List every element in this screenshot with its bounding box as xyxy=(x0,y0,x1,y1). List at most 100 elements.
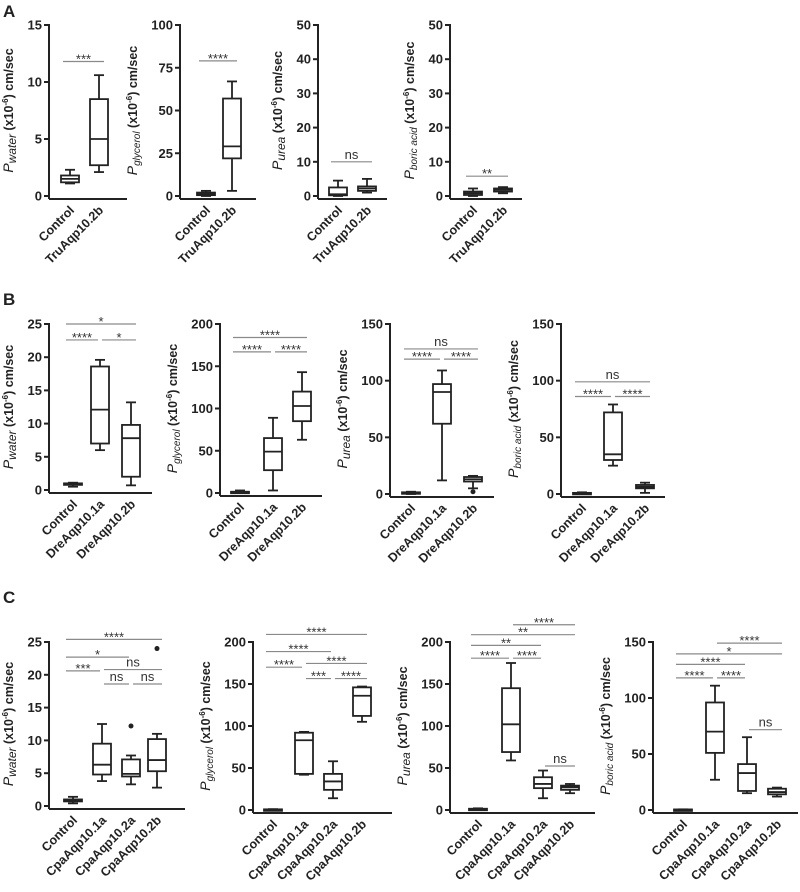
box-TruAqp10.2b xyxy=(493,186,513,195)
y-label-rest: (x10 xyxy=(403,99,417,128)
box-iqr xyxy=(705,701,725,754)
box-CpaAqp10.2b xyxy=(560,783,580,795)
y-tick-label: 10 xyxy=(297,154,311,169)
y-tick-label: 0 xyxy=(547,487,554,502)
box-CpaAqp10.1a xyxy=(501,662,521,762)
y-label-tail: ) cm/sec xyxy=(2,345,16,395)
y-axis-label: Pglycerol (x10-6) cm/sec xyxy=(164,344,183,474)
y-label-rest: (x10 xyxy=(336,407,350,436)
significance-label: ns xyxy=(345,147,359,162)
box-iqr xyxy=(501,687,521,753)
outlier-point xyxy=(470,489,476,495)
y-axis-label: Purea (x10-6) cm/sec xyxy=(269,51,288,170)
significance-bracket: *** xyxy=(306,669,331,684)
significance-label: ** xyxy=(518,625,528,640)
y-label-tail: ) cm/sec xyxy=(2,48,16,98)
y-label-sup: -6 xyxy=(1,98,10,106)
significance-label: * xyxy=(95,647,100,662)
y-tick-label: 150 xyxy=(421,677,443,692)
box-CpaAqp10.2b xyxy=(767,786,787,798)
box-CpaAqp10.2b xyxy=(147,646,167,789)
y-label-tail: ) cm/sec xyxy=(507,340,521,390)
y-tick-label: 20 xyxy=(297,120,311,135)
significance-bracket: ns xyxy=(575,367,650,383)
y-label-tail: ) cm/sec xyxy=(2,662,16,712)
significance-bracket: ** xyxy=(471,635,541,650)
significance-bracket: **** xyxy=(471,648,509,663)
y-tick-label: 10 xyxy=(28,416,42,431)
y-tick-label: 200 xyxy=(224,635,246,650)
box-Control xyxy=(196,189,216,197)
box-iqr xyxy=(737,763,757,792)
y-tick-label: 15 xyxy=(28,700,42,715)
significance-label: **** xyxy=(700,654,720,669)
y-tick-label: 30 xyxy=(429,86,443,101)
box-CpaAqp10.2b xyxy=(352,685,372,723)
panel-label-c: C xyxy=(3,588,15,607)
box-iqr xyxy=(432,383,452,425)
significance-bracket: *** xyxy=(63,51,104,66)
y-axis-label: Pboric acid (x10-6) cm/sec xyxy=(401,42,420,180)
outlier-point xyxy=(128,723,134,729)
significance-bracket: **** xyxy=(717,633,782,648)
box-Control xyxy=(673,808,693,812)
y-label-sub: urea xyxy=(274,136,288,160)
y-label-main: P xyxy=(0,163,16,173)
significance-bracket: **** xyxy=(404,349,440,364)
box-CpaAqp10.2a xyxy=(121,723,141,786)
y-tick-label: 50 xyxy=(429,761,443,776)
box-Control xyxy=(572,491,592,496)
significance-label: **** xyxy=(480,648,500,663)
significance-bracket: **** xyxy=(66,330,98,345)
significance-bracket: **** xyxy=(266,657,302,672)
box-TruAqp10.2b xyxy=(89,74,109,173)
box-CpaAqp10.2a xyxy=(533,769,553,800)
y-tick-label: 15 xyxy=(28,383,42,398)
y-label-rest: (x10 xyxy=(126,103,140,132)
significance-label: ns xyxy=(141,669,155,684)
significance-bracket: ns xyxy=(133,669,162,685)
significance-label: *** xyxy=(76,51,91,66)
y-tick-label: 20 xyxy=(28,667,42,682)
y-tick-label: 0 xyxy=(239,803,246,818)
significance-bracket: ns xyxy=(104,655,162,671)
y-label-sub: water xyxy=(5,429,19,459)
significance-bracket: **** xyxy=(66,629,162,644)
y-label-tail: ) cm/sec xyxy=(336,349,350,399)
significance-label: **** xyxy=(208,51,228,66)
significance-label: ns xyxy=(606,367,620,382)
box-iqr xyxy=(328,186,348,197)
y-label-sup: -6 xyxy=(335,399,344,407)
y-tick-label: 150 xyxy=(532,317,554,332)
significance-bracket: * xyxy=(676,644,782,659)
significance-label: **** xyxy=(684,668,704,683)
y-label-main: P xyxy=(394,776,410,786)
y-tick-label: 50 xyxy=(159,103,173,118)
y-label-sub: water xyxy=(5,133,19,163)
y-axis-label: Pwater (x10-6) cm/sec xyxy=(0,662,19,786)
y-label-tail: ) cm/sec xyxy=(199,661,213,711)
y-label-sup: -6 xyxy=(165,393,174,401)
significance-bracket: **** xyxy=(335,669,367,684)
y-label-rest: (x10 xyxy=(2,105,16,134)
box-iqr xyxy=(294,731,314,775)
box-iqr xyxy=(121,758,141,778)
significance-label: * xyxy=(116,330,121,345)
box-CpaAqp10.1a xyxy=(294,730,314,776)
y-label-rest: (x10 xyxy=(166,401,180,430)
significance-label: *** xyxy=(311,669,326,684)
y-axis-label: Purea (x10-6) cm/sec xyxy=(334,349,353,468)
box-CpaAqp10.2a xyxy=(737,736,757,795)
significance-bracket: **** xyxy=(513,648,541,663)
y-label-main: P xyxy=(164,463,180,473)
significance-bracket: ns xyxy=(404,334,478,350)
significance-label: **** xyxy=(306,624,326,639)
y-label-sup: -6 xyxy=(125,95,134,103)
y-tick-label: 50 xyxy=(369,430,383,445)
box-Control xyxy=(401,490,421,495)
y-tick-label: 0 xyxy=(206,486,213,501)
significance-label: **** xyxy=(281,342,301,357)
y-tick-label: 0 xyxy=(639,803,646,818)
significance-bracket: **** xyxy=(575,387,611,402)
y-tick-label: 20 xyxy=(429,120,443,135)
